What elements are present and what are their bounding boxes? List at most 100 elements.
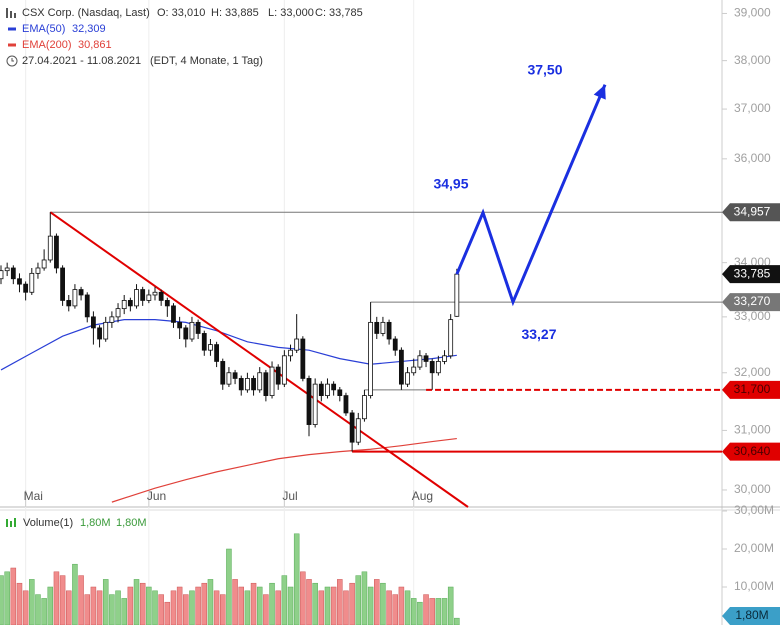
y-tick-label: 38,000	[734, 53, 771, 67]
candle-body	[232, 372, 238, 379]
candle-body	[208, 344, 213, 351]
volume-bar	[269, 582, 275, 625]
candle-body	[127, 300, 133, 307]
target-arrow	[455, 84, 607, 307]
candle-body	[17, 278, 22, 285]
candle-body	[442, 355, 447, 362]
volume-tick-label: 20,00M	[734, 541, 774, 555]
candle-body	[306, 378, 312, 425]
candle-body	[343, 395, 349, 414]
volume-bar	[78, 575, 84, 625]
volume-bar	[374, 579, 380, 625]
legend-value: 32,309	[72, 23, 106, 35]
volume-bar	[59, 575, 66, 625]
candle-body	[201, 333, 207, 351]
volume-legend-value: 1,80M	[116, 517, 147, 529]
candle-body	[380, 321, 386, 334]
volume-bar	[300, 571, 306, 625]
candle-body	[54, 235, 59, 269]
candle-body	[91, 316, 96, 329]
x-tick-label: Aug	[412, 489, 433, 503]
volume-bar	[176, 586, 183, 625]
volume-bar	[232, 579, 238, 625]
target-label: 34,95	[433, 175, 468, 191]
candle-body	[171, 305, 176, 323]
y-tick-label: 36,000	[734, 151, 771, 165]
header: CSX Corp. (Nasdaq, Last) O: 33,010 H: 33…	[6, 7, 363, 529]
ema-line	[111, 437, 457, 503]
price-tag	[722, 607, 780, 625]
volume-bar	[115, 590, 121, 625]
candle-body	[195, 321, 201, 334]
volume-bar	[207, 579, 214, 625]
candle-body	[355, 418, 361, 443]
volume-bar	[263, 594, 269, 625]
arrow-head	[593, 84, 606, 100]
clock-icon	[6, 55, 18, 67]
price-tag	[722, 293, 780, 312]
volume-bar	[164, 601, 171, 625]
volume-bar	[367, 586, 374, 625]
volume-bar	[312, 582, 318, 625]
volume-bar	[429, 598, 435, 625]
ema-line	[0, 319, 457, 371]
target-label: 33,27	[521, 326, 556, 342]
candle-body	[423, 355, 429, 362]
legend-label: EMA(50)	[22, 23, 65, 35]
volume-bar	[423, 594, 429, 625]
volume-bar	[109, 594, 115, 625]
price-tag-label: 34,957	[734, 204, 771, 218]
volume-bar	[183, 594, 189, 625]
price-tag	[722, 203, 780, 222]
volume-bar	[318, 590, 325, 625]
candle-body	[244, 378, 250, 391]
volume-bar	[410, 598, 417, 625]
candle-body	[0, 270, 4, 280]
volume-tick-label: 30,00M	[734, 503, 774, 517]
candle-body	[66, 300, 72, 307]
candle-body	[349, 412, 355, 443]
y-tick-label: 39,000	[734, 6, 771, 20]
volume-bar	[29, 579, 35, 625]
y-tick-label: 32,000	[734, 365, 771, 379]
volume-bar	[4, 571, 10, 625]
volume-bar	[386, 590, 392, 625]
volume-bar	[220, 594, 226, 625]
price-tag	[722, 442, 780, 461]
price-tag-label: 1,80M	[735, 608, 768, 622]
candle-body	[331, 383, 337, 391]
candle-body	[454, 273, 460, 317]
chart-title: CSX Corp. (Nasdaq, Last)	[22, 7, 150, 19]
candle-body	[238, 378, 244, 391]
volume-bar	[146, 586, 152, 625]
volume-legend: Volume(1)	[23, 517, 73, 529]
volume-bar	[355, 575, 362, 625]
candle-body	[263, 372, 269, 396]
volume-bar	[441, 598, 448, 625]
candle-body	[362, 395, 367, 420]
candle-body	[60, 267, 65, 301]
candle-body	[429, 361, 435, 374]
volume-bar	[213, 590, 220, 625]
ohlc-label: O: 33,010	[157, 7, 205, 19]
candle-body	[312, 383, 318, 425]
volume-bar	[330, 586, 337, 625]
candle-body	[41, 259, 47, 269]
volume-bar	[404, 590, 411, 625]
volume-bar	[53, 571, 60, 625]
volume-bar	[96, 590, 103, 625]
volume-bar	[343, 590, 349, 625]
price-tag-label: 33,270	[734, 294, 771, 308]
ohlc-label: C: 33,785	[315, 7, 363, 19]
volume-icon	[6, 518, 16, 527]
ohlc-label: L: 33,000	[268, 7, 314, 19]
candle-body	[84, 294, 90, 318]
volume-bar	[226, 548, 232, 625]
volume-bar	[41, 598, 47, 625]
candle-body	[337, 389, 343, 396]
clock-hands	[11, 58, 14, 62]
trendline	[49, 211, 469, 508]
candle-body	[269, 366, 275, 396]
